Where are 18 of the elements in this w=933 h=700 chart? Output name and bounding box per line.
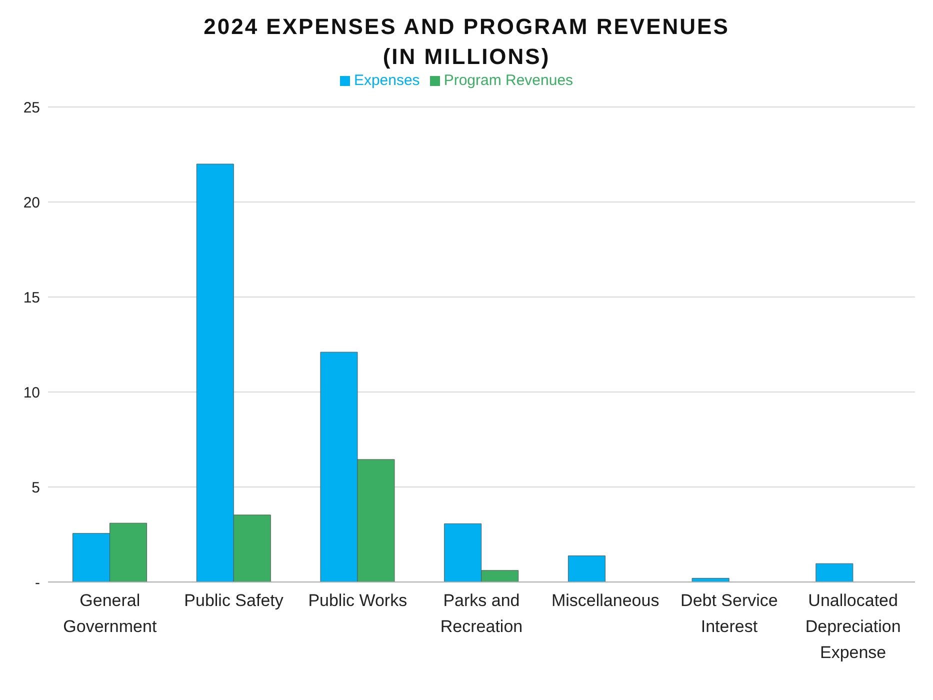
y-tick-label: 25 xyxy=(23,99,40,116)
x-tick-label: Public Safety xyxy=(184,591,284,610)
x-tick-label: Debt Service Interest xyxy=(680,591,778,636)
y-tick-label: 10 xyxy=(23,384,40,402)
legend-label: Expenses xyxy=(354,72,420,89)
legend-label: Program Revenues xyxy=(444,72,574,89)
x-tick-label: Public Works xyxy=(308,591,408,610)
y-tick-label: - xyxy=(35,574,40,592)
y-tick-label: 15 xyxy=(23,289,40,306)
y-tick-label: 20 xyxy=(23,194,40,212)
x-tick-label: Miscellaneous xyxy=(551,591,660,610)
bar xyxy=(568,556,606,582)
x-tick-label: Parks and Recreation xyxy=(440,591,523,636)
y-tick-label: 5 xyxy=(32,479,40,496)
bar xyxy=(816,563,854,582)
x-tick-label: General Government xyxy=(63,591,157,636)
x-tick-label: Unallocated Depreciation Expense xyxy=(805,591,901,662)
chart-title: 2024 EXPENSES AND PROGRAM REVENUES (IN MILLIONS) xyxy=(202,13,730,71)
